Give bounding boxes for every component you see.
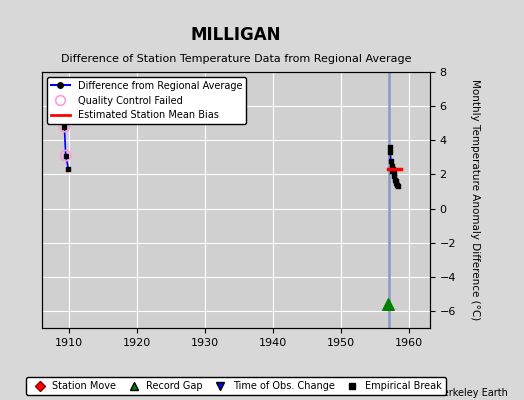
Point [384,301,392,307]
Point [393,182,401,188]
Point [64,166,73,172]
Point [60,124,69,130]
Legend: Station Move, Record Gap, Time of Obs. Change, Empirical Break: Station Move, Record Gap, Time of Obs. C… [26,377,446,395]
Text: Difference of Station Temperature Data from Regional Average: Difference of Station Temperature Data f… [61,54,411,64]
Point [387,163,396,169]
Point [388,168,397,174]
Y-axis label: Monthly Temperature Anomaly Difference (°C): Monthly Temperature Anomaly Difference (… [470,79,480,321]
Point [386,149,395,156]
Legend: Difference from Regional Average, Quality Control Failed, Estimated Station Mean: Difference from Regional Average, Qualit… [47,77,246,124]
Point [391,178,400,184]
Point [61,152,70,159]
Point [60,124,69,130]
Point [389,170,398,176]
Point [394,183,402,190]
Point [392,180,400,186]
Point [385,144,394,150]
Point [389,166,397,172]
Text: Berkeley Earth: Berkeley Earth [436,388,508,398]
Text: MILLIGAN: MILLIGAN [191,26,281,44]
Point [390,173,398,179]
Point [387,158,395,164]
Point [61,152,70,159]
Point [391,176,399,183]
